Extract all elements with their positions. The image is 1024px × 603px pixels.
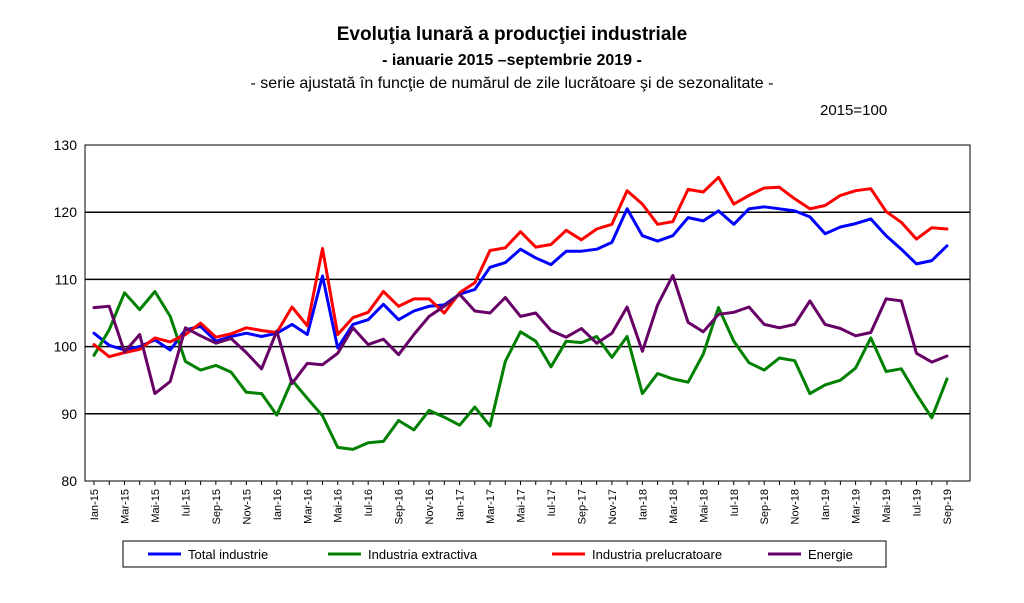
x-tick-label: Iul-18 bbox=[729, 489, 741, 517]
x-tick-label: Iul-16 bbox=[363, 489, 375, 517]
base-note: 2015=100 bbox=[820, 102, 888, 119]
x-tick-label: Ian-15 bbox=[89, 489, 101, 520]
chart-title: Evoluţia lunară a producţiei industriale bbox=[336, 24, 688, 45]
y-tick-label: 130 bbox=[54, 137, 78, 153]
legend-label: Industria prelucratoare bbox=[592, 547, 722, 562]
x-tick-label: Ian-18 bbox=[637, 489, 649, 520]
x-tick-label: Sep-18 bbox=[759, 489, 771, 524]
x-tick-label: Sep-17 bbox=[576, 489, 588, 524]
x-tick-label: Sep-15 bbox=[211, 489, 223, 524]
chart-subtitle: - serie ajustată în funcţie de numărul d… bbox=[250, 75, 774, 92]
x-tick-label: Mar-17 bbox=[485, 489, 497, 524]
x-tick-label: Sep-16 bbox=[394, 489, 406, 524]
series-line-3 bbox=[92, 175, 949, 359]
x-tick-label: Iul-15 bbox=[180, 489, 192, 517]
series-line-4 bbox=[92, 273, 949, 396]
series-line-2 bbox=[92, 290, 949, 451]
x-tick-label: Mar-19 bbox=[851, 489, 863, 524]
y-tick-label: 100 bbox=[54, 339, 78, 355]
chart-period: - ianuarie 2015 –septembrie 2019 - bbox=[382, 52, 642, 69]
x-tick-label: Mar-18 bbox=[668, 489, 680, 524]
legend-label: Total industrie bbox=[188, 547, 268, 562]
x-tick-label: Nov-18 bbox=[790, 489, 802, 524]
series-line-1 bbox=[92, 205, 949, 352]
x-tick-label: Sep-19 bbox=[942, 489, 954, 524]
x-tick-label: Ian-16 bbox=[272, 489, 284, 520]
x-tick-label: Mai-19 bbox=[881, 489, 893, 523]
x-tick-label: Ian-17 bbox=[455, 489, 467, 520]
legend-label: Energie bbox=[808, 547, 853, 562]
x-tick-label: Mai-16 bbox=[333, 489, 345, 523]
x-tick-label: Nov-15 bbox=[241, 489, 253, 524]
x-tick-label: Mai-15 bbox=[150, 489, 162, 523]
x-tick-label: Nov-17 bbox=[607, 489, 619, 524]
y-tick-label: 80 bbox=[61, 473, 77, 489]
plot-area bbox=[84, 144, 971, 482]
x-tick-label: Iul-19 bbox=[912, 489, 924, 517]
x-tick-label: Mai-18 bbox=[698, 489, 710, 523]
legend bbox=[122, 540, 887, 568]
x-tick-label: Mar-16 bbox=[302, 489, 314, 524]
x-tick-label: Ian-19 bbox=[820, 489, 832, 520]
legend-label: Industria extractiva bbox=[368, 547, 478, 562]
x-tick-label: Mai-17 bbox=[516, 489, 528, 523]
y-tick-label: 120 bbox=[54, 204, 78, 220]
x-tick-label: Mar-15 bbox=[119, 489, 131, 524]
y-tick-label: 90 bbox=[61, 406, 77, 422]
y-tick-label: 110 bbox=[55, 271, 78, 287]
x-tick-label: Nov-16 bbox=[424, 489, 436, 524]
x-tick-label: Iul-17 bbox=[546, 489, 558, 517]
